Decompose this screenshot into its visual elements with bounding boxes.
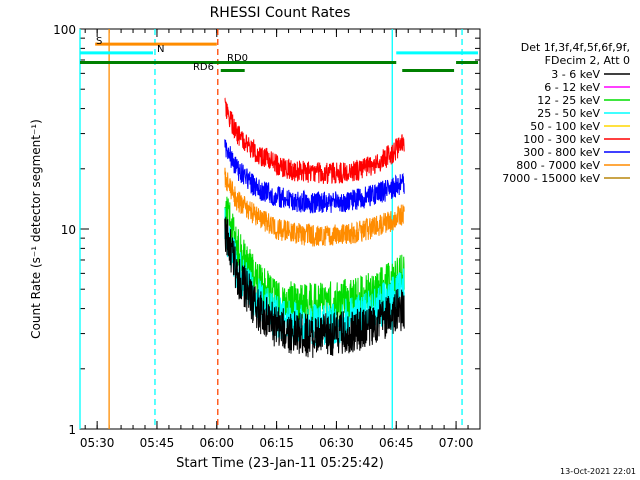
y-axis-label: Count Rate (s⁻¹ detector segment⁻¹) bbox=[29, 119, 43, 339]
x-tick-label: 05:45 bbox=[140, 436, 175, 450]
legend-entry-label: 6 - 12 keV bbox=[544, 81, 600, 94]
series-line bbox=[224, 216, 405, 358]
x-tick-label: 06:00 bbox=[199, 436, 234, 450]
legend-entry-label: 7000 - 15000 keV bbox=[502, 172, 600, 185]
series-line bbox=[224, 139, 405, 214]
x-tick-label: 06:15 bbox=[259, 436, 294, 450]
x-tick-label: 06:30 bbox=[319, 436, 354, 450]
legend-header-2: FDecim 2, Att 0 bbox=[545, 54, 630, 67]
flag-label: N bbox=[157, 44, 164, 55]
flag-label: S bbox=[96, 36, 102, 47]
legend-entry-label: 12 - 25 keV bbox=[537, 94, 600, 107]
x-tick-label: 07:00 bbox=[439, 436, 474, 450]
flag-label: RD6 bbox=[193, 62, 214, 73]
legend-entry-label: 800 - 7000 keV bbox=[516, 159, 600, 172]
flag-label: RD0 bbox=[227, 53, 248, 64]
event-lines bbox=[79, 29, 463, 429]
legend-entry-label: 100 - 300 keV bbox=[523, 133, 600, 146]
chart-title: RHESSI Count Rates bbox=[210, 5, 351, 21]
attenuator-flags: S N RD0 RD6 bbox=[80, 36, 479, 73]
x-axis-label: Start Time (23-Jan-11 05:25:42) bbox=[176, 456, 384, 471]
x-tick-label: 05:30 bbox=[80, 436, 115, 450]
legend-entry-label: 50 - 100 keV bbox=[530, 120, 600, 133]
y-tick-label: 10 bbox=[61, 223, 76, 237]
x-axis: 05:30 05:45 06:00 06:15 06:30 06:45 07:00 bbox=[80, 29, 481, 450]
timestamp: 13-Oct-2021 22:01 bbox=[560, 467, 636, 476]
y-tick-label: 1 bbox=[68, 423, 76, 437]
y-tick-label: 100 bbox=[53, 23, 76, 37]
legend-header-1: Det 1f,3f,4f,5f,6f,9f, bbox=[521, 41, 630, 54]
series-line bbox=[224, 167, 405, 247]
y-axis: 1 10 100 bbox=[53, 23, 480, 437]
series-layer bbox=[224, 97, 405, 358]
series-line bbox=[224, 97, 405, 184]
x-tick-label: 06:45 bbox=[379, 436, 414, 450]
legend-entry-label: 25 - 50 keV bbox=[537, 107, 600, 120]
legend-entry-label: 3 - 6 keV bbox=[551, 68, 600, 81]
legend-entry-label: 300 - 800 keV bbox=[523, 146, 600, 159]
